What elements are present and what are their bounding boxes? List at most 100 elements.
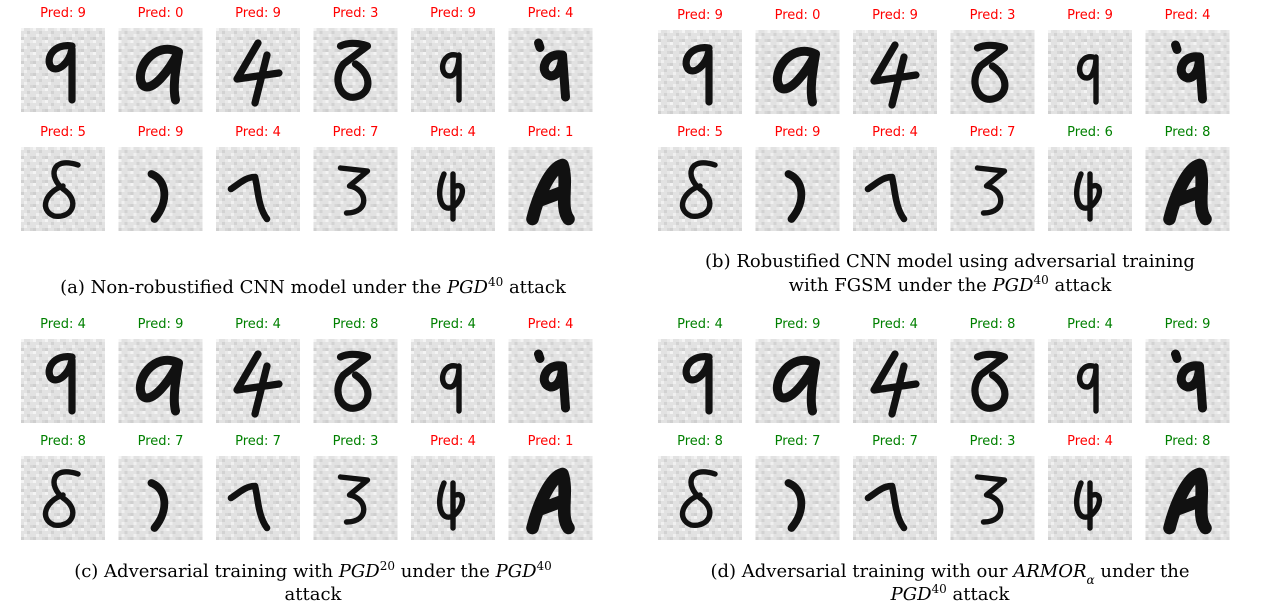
digit-image xyxy=(509,147,593,231)
caption-part: PGD xyxy=(495,561,537,582)
caption: (c) Adversarial training with PGD20 unde… xyxy=(74,559,552,582)
prediction-label: Pred: 7 xyxy=(333,125,379,140)
image-background xyxy=(509,456,593,540)
prediction-label: Pred: 1 xyxy=(528,434,574,449)
digit-image xyxy=(853,147,937,231)
image-background xyxy=(1146,30,1230,114)
digit-image xyxy=(658,339,742,423)
caption-part: attack xyxy=(1049,275,1113,296)
digit-image xyxy=(314,28,398,112)
caption-part: 40 xyxy=(537,559,552,573)
image-background xyxy=(509,28,593,112)
prediction-label: Pred: 0 xyxy=(775,8,821,23)
digit-image xyxy=(1048,339,1132,423)
prediction-label: Pred: 4 xyxy=(430,434,476,449)
digit-image xyxy=(21,456,105,540)
digit-image xyxy=(1146,456,1230,540)
digit-image xyxy=(756,30,840,114)
prediction-label: Pred: 0 xyxy=(138,6,184,21)
prediction-label: Pred: 9 xyxy=(775,125,821,140)
digit-image xyxy=(216,339,300,423)
caption-part: attack xyxy=(285,584,343,605)
prediction-label: Pred: 9 xyxy=(677,8,723,23)
prediction-label: Pred: 3 xyxy=(333,434,379,449)
digit-image xyxy=(756,456,840,540)
caption-part: under the xyxy=(1095,561,1190,582)
digit-image xyxy=(951,456,1035,540)
prediction-label: Pred: 9 xyxy=(430,6,476,21)
prediction-label: Pred: 4 xyxy=(1067,434,1113,449)
prediction-label: Pred: 7 xyxy=(872,434,918,449)
caption: attack xyxy=(285,584,343,605)
prediction-label: Pred: 8 xyxy=(970,317,1016,332)
caption-part: attack xyxy=(503,277,567,298)
prediction-label: Pred: 9 xyxy=(1067,8,1113,23)
digit-image xyxy=(314,456,398,540)
panel: Pred: 9 Pred: 0 Pred: 9 Pred: 3 Pred: 9 Pred:… xyxy=(658,8,1230,296)
digit-image xyxy=(1146,30,1230,114)
prediction-label: Pred: 7 xyxy=(775,434,821,449)
prediction-label: Pred: 4 xyxy=(1067,317,1113,332)
prediction-label: Pred: 4 xyxy=(528,6,574,21)
digit-image xyxy=(21,339,105,423)
image-background xyxy=(1048,30,1132,114)
digit-image xyxy=(411,147,495,231)
prediction-label: Pred: 9 xyxy=(138,317,184,332)
digit-image xyxy=(21,147,105,231)
panel: Pred: 9Pred: 0Pred: 9Pred: 3Pred: 9Pred:… xyxy=(21,6,593,298)
digit-image xyxy=(314,339,398,423)
digit-image xyxy=(509,28,593,112)
prediction-label: Pred: 3 xyxy=(970,434,1016,449)
digit-image xyxy=(1146,147,1230,231)
caption-part: PGD xyxy=(992,275,1034,296)
prediction-label: Pred: 9 xyxy=(1165,317,1211,332)
digit-image xyxy=(756,147,840,231)
digit-image xyxy=(411,339,495,423)
digit-image xyxy=(509,456,593,540)
prediction-label: Pred: 4 xyxy=(40,317,86,332)
caption-part: PGD xyxy=(446,277,488,298)
image-background xyxy=(411,339,495,423)
digit-image xyxy=(119,147,203,231)
caption-part: (a) Non-robustified CNN model under the xyxy=(60,277,447,298)
prediction-label: Pred: 4 xyxy=(235,317,281,332)
caption-part: with FGSM under the xyxy=(789,275,993,296)
caption-part: 40 xyxy=(488,275,503,289)
caption-part: under the xyxy=(395,561,496,582)
digit-image xyxy=(1048,147,1132,231)
prediction-label: Pred: 9 xyxy=(872,8,918,23)
digit-image xyxy=(509,339,593,423)
digit-image xyxy=(216,28,300,112)
caption-part: (c) Adversarial training with xyxy=(74,561,339,582)
digit-image xyxy=(314,147,398,231)
prediction-label: Pred: 3 xyxy=(970,8,1016,23)
prediction-label: Pred: 4 xyxy=(677,317,723,332)
digit-image xyxy=(658,30,742,114)
prediction-label: Pred: 9 xyxy=(235,6,281,21)
image-background xyxy=(1048,339,1132,423)
caption: (a) Non-robustified CNN model under the … xyxy=(60,275,567,298)
panel: Pred: 4 Pred: 9 Pred: 4 Pred: 8 Pred: 4 Pred:… xyxy=(658,317,1230,605)
caption-part: PGD xyxy=(338,561,380,582)
digit-image xyxy=(216,147,300,231)
prediction-label: Pred: 4 xyxy=(528,317,574,332)
caption-part: 40 xyxy=(1033,273,1048,287)
prediction-label: Pred: 9 xyxy=(775,317,821,332)
caption-part: 40 xyxy=(932,582,947,596)
digit-image xyxy=(756,339,840,423)
digit-image xyxy=(853,30,937,114)
digit-image xyxy=(119,28,203,112)
caption-part: PGD xyxy=(890,584,932,605)
digit-image xyxy=(853,456,937,540)
digit-image xyxy=(951,30,1035,114)
digit-image xyxy=(1048,30,1132,114)
caption: (b) Robustified CNN model using adversar… xyxy=(705,251,1195,272)
image-background xyxy=(1146,147,1230,231)
caption-part: ARMOR xyxy=(1011,561,1086,582)
prediction-label: Pred: 6 xyxy=(1067,125,1113,140)
prediction-label: Pred: 7 xyxy=(235,434,281,449)
prediction-label: Pred: 4 xyxy=(235,125,281,140)
digit-image xyxy=(119,339,203,423)
prediction-label: Pred: 4 xyxy=(872,317,918,332)
